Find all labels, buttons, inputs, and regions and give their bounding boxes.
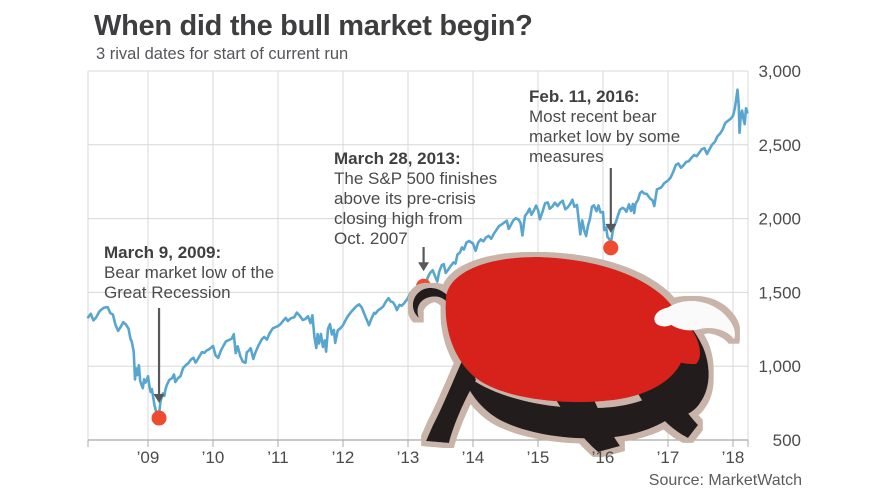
- x-tick-label: ’12: [332, 448, 355, 467]
- x-tick-label: ’10: [202, 448, 225, 467]
- annotation-2013-body: The S&P 500 finishes above its pre-crisi…: [334, 169, 498, 248]
- annotation-2016-body: Most recent bear market low by some meas…: [529, 107, 681, 166]
- event-dot: [603, 240, 619, 256]
- bull-horn: [660, 300, 735, 339]
- annotation-2009-date: March 9, 2009:: [104, 243, 222, 262]
- annotation-arrow-head: [153, 394, 165, 404]
- source-attribution: Source: MarketWatch: [648, 472, 802, 489]
- y-tick-label: 1,000: [758, 357, 801, 376]
- y-tick-label: 2,000: [758, 210, 801, 229]
- y-tick-label: 1,500: [758, 283, 801, 302]
- x-tick-label: ’17: [657, 448, 680, 467]
- x-tick-label: ’18: [722, 448, 745, 467]
- bull-belly: [466, 372, 692, 439]
- bull-illustration: [412, 256, 735, 452]
- annotation-2009: March 9, 2009: Bear market low of the Gr…: [104, 243, 309, 303]
- x-tick-label: ’11: [267, 448, 288, 467]
- event-dot: [151, 410, 167, 426]
- y-tick-label: 3,000: [758, 62, 801, 81]
- annotation-2013-date: March 28, 2013:: [334, 149, 461, 168]
- annotation-2016: Feb. 11, 2016: Most recent bear market l…: [529, 87, 729, 167]
- page-title: When did the bull market begin?: [94, 10, 533, 42]
- annotation-arrow-head: [605, 223, 617, 233]
- bull-tail: [412, 287, 452, 318]
- annotation-2009-body: Bear market low of the Great Recession: [104, 263, 275, 302]
- x-tick-label: ’16: [592, 448, 615, 467]
- x-tick-label: ’15: [527, 448, 550, 467]
- x-axis: [87, 439, 749, 447]
- annotation-2016-date: Feb. 11, 2016:: [529, 87, 640, 106]
- axis-tick-labels: ’09 ’10 ’11 ’12 ’13 ’14 ’15 ’16 ’17 ’18 3,000 2,500…: [137, 62, 801, 467]
- annotation-2013: March 28, 2013: The S&P 500 finishes abo…: [334, 149, 534, 249]
- x-tick-label: ’09: [137, 448, 160, 467]
- x-tick-label: ’14: [462, 448, 485, 467]
- annotation-arrow-head: [418, 262, 430, 272]
- y-tick-label: 2,500: [758, 136, 801, 155]
- bull-body-red: [445, 256, 686, 403]
- annotation-arrows: [153, 168, 617, 404]
- bull-front-leg-tucked: [556, 395, 620, 452]
- page-subtitle: 3 rival dates for start of current run: [96, 45, 349, 63]
- x-tick-label: ’13: [397, 448, 420, 467]
- y-tick-label: 500: [773, 431, 801, 450]
- bull-rear-leg: [426, 352, 476, 443]
